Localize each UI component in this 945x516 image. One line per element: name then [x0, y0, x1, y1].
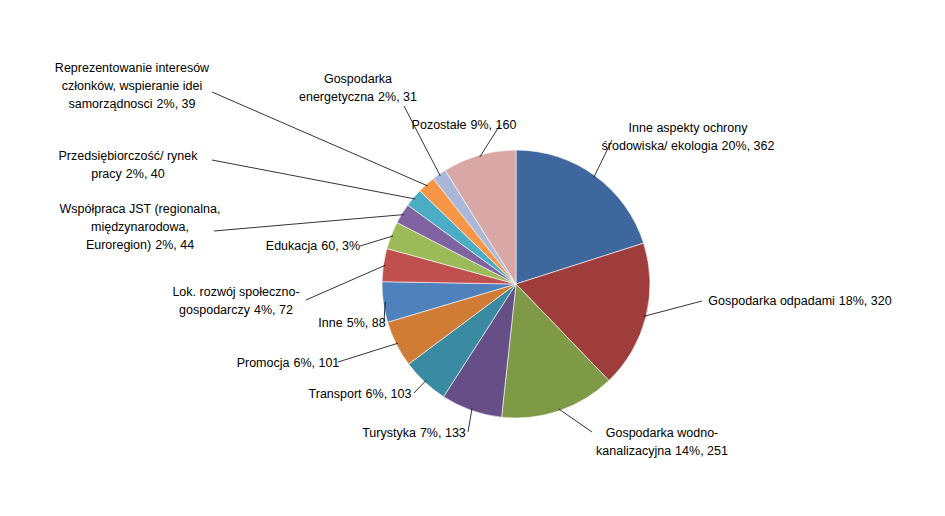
label-line: energetyczna: [299, 90, 374, 104]
label-line: Transport: [309, 387, 363, 401]
value-label: 7%, 133: [420, 426, 466, 440]
label-line: Gospodarka: [324, 72, 392, 86]
value-label: 20%, 362: [722, 139, 775, 153]
label-line: Przedsiębiorczość/ rynek: [59, 149, 199, 163]
label-line: Edukacja: [266, 239, 317, 253]
value-label: 9%, 160: [471, 118, 517, 132]
slice-label: Inne 5%, 88: [318, 316, 385, 330]
label-line: członków, wspieranie idei: [62, 79, 202, 93]
label-line: samorządnosci: [69, 97, 153, 111]
value-label: 2%, 44: [155, 238, 194, 252]
slice-label: Inne aspekty ochrony środowiska/ ekologia…: [602, 121, 775, 153]
label-line: Pozostałe: [412, 118, 467, 132]
slice-label: Lok. rozwój społeczno-gospodarczy4%, 72: [172, 285, 299, 317]
label-line: środowiska/ ekologia: [602, 139, 718, 153]
slice-label: Gospodarka odpadami 18%, 320: [708, 294, 891, 308]
slice: [445, 150, 516, 284]
slice: [382, 282, 516, 323]
label-line: Lok. rozwój społeczno-: [172, 285, 299, 299]
value-label: 14%, 251: [675, 444, 728, 458]
slice-label: Promocja6%, 101: [237, 356, 340, 370]
value-label: 18%, 320: [839, 294, 892, 308]
slice-label: Transport6%, 103: [309, 387, 412, 401]
chart: Inne aspekty ochrony środowiska/ ekologia…: [0, 0, 945, 516]
leader-line: [214, 215, 404, 231]
label-line: międzynarodowa,: [91, 220, 189, 234]
slice: [502, 284, 609, 418]
slice-label: Gospodarka energetyczna 2%, 31: [299, 72, 417, 104]
label-line: Turystyka: [362, 426, 416, 440]
label-line: gospodarczy: [179, 303, 251, 317]
label-line: kanalizacyjna: [596, 444, 671, 458]
label-line: Współpraca JST (regionalna,: [60, 202, 221, 216]
value-label: 5%, 88: [347, 316, 386, 330]
value-label: 2%, 31: [378, 90, 417, 104]
leader-line: [404, 106, 440, 176]
label-line: Euroregion): [86, 238, 151, 252]
label-line: Inne: [318, 316, 342, 330]
label-line: Promocja: [237, 356, 290, 370]
leader-line: [414, 381, 426, 393]
value-label: 4%, 72: [254, 303, 293, 317]
leader-line: [360, 236, 393, 246]
leader-line: [338, 343, 398, 362]
leader-line: [468, 408, 472, 432]
slice-label: Pozostałe 9%, 160: [412, 118, 517, 132]
pie: [382, 150, 650, 418]
slice-label: Gospodarka wodno-kanalizacyjna 14%, 251: [596, 426, 728, 458]
slice-label: Przedsiębiorczość/ rynek pracy 2%, 40: [59, 149, 199, 181]
value-label: 6%, 101: [293, 356, 339, 370]
value-label: 2%, 39: [157, 97, 196, 111]
value-label: 60, 3%: [321, 239, 360, 253]
label-line: Inne aspekty ochrony: [629, 121, 749, 135]
value-label: 6%, 103: [366, 387, 412, 401]
leader-line: [212, 160, 415, 199]
leader-line: [212, 92, 428, 186]
slice-label: Turystyka 7%, 133: [362, 426, 466, 440]
slice-label: Edukacja 60, 3%: [266, 239, 360, 253]
leader-line: [559, 409, 592, 432]
label-line: Reprezentowanie interesów: [55, 61, 210, 75]
value-label: 2%, 40: [126, 167, 165, 181]
leader-line: [306, 265, 385, 300]
slice-label: Współpraca JST (regionalna, międzynarodow…: [60, 202, 221, 252]
label-line: Gospodarka wodno-: [606, 426, 719, 440]
label-line: Gospodarka odpadami: [708, 294, 834, 308]
leader-line: [644, 301, 702, 316]
labels: Inne aspekty ochrony środowiska/ ekologia…: [55, 61, 892, 458]
label-line: pracy: [91, 167, 122, 181]
slice-label: Reprezentowanie interesów członków, wspie…: [55, 61, 210, 111]
